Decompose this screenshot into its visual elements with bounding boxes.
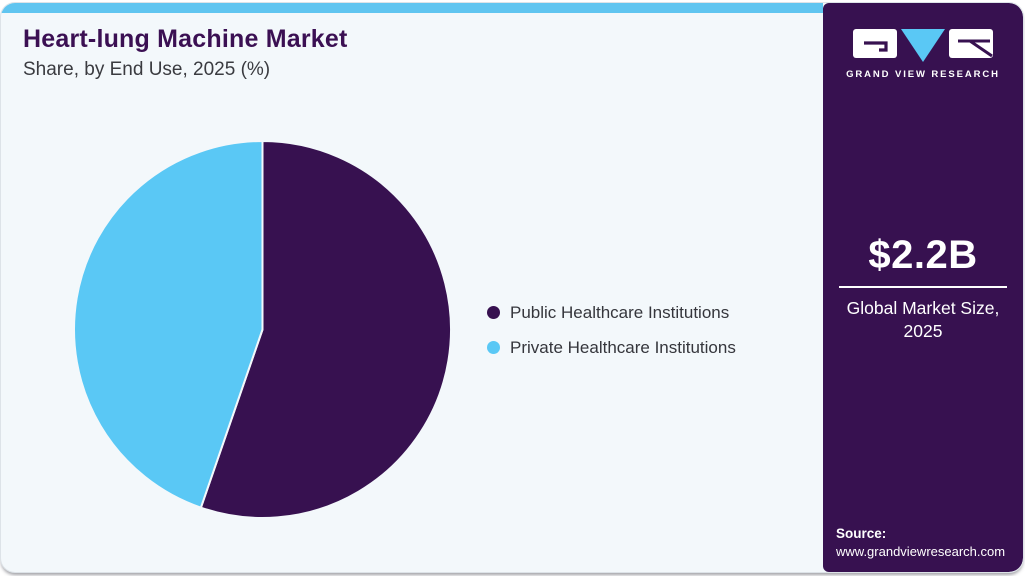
source-block: Source: www.grandviewresearch.com <box>836 526 1005 559</box>
legend-label-public: Public Healthcare Institutions <box>510 302 730 322</box>
top-accent-bar <box>1 3 823 13</box>
market-size-caption: Global Market Size, 2025 <box>846 298 1000 341</box>
source-label: Source: <box>836 526 887 541</box>
legend-item-private: Private Healthcare Institutions <box>487 338 736 357</box>
source-url: www.grandviewresearch.com <box>836 544 1006 559</box>
sidebar: GRAND VIEW RESEARCH $2.2B Global Market … <box>823 3 1023 572</box>
infographic-panel: Heart-lung Machine Market Share, by End … <box>1 3 1023 572</box>
page-title: Heart-lung Machine Market <box>23 25 348 53</box>
gvr-logo-caption: GRAND VIEW RESEARCH <box>846 69 1000 80</box>
header: Heart-lung Machine Market Share, by End … <box>23 24 348 82</box>
legend-dot-private-icon <box>487 341 500 354</box>
gvr-logo-icon <box>853 29 993 62</box>
legend-item-public: Public Healthcare Institutions <box>487 303 736 322</box>
pie-slice-2 <box>73 140 264 509</box>
market-size-value: $2.2B <box>868 233 978 277</box>
legend-label-private: Private Healthcare Institutions <box>510 337 736 357</box>
chart-legend: Public Healthcare Institutions Private H… <box>487 303 736 373</box>
market-size-divider <box>839 286 1007 288</box>
market-size-block: $2.2B Global Market Size, 2025 <box>823 233 1023 343</box>
page-subtitle: Share, by End Use, 2025 (%) <box>23 59 271 80</box>
legend-dot-public-icon <box>487 306 500 319</box>
pie-chart <box>73 140 452 519</box>
gvr-logo: GRAND VIEW RESEARCH <box>823 29 1023 80</box>
